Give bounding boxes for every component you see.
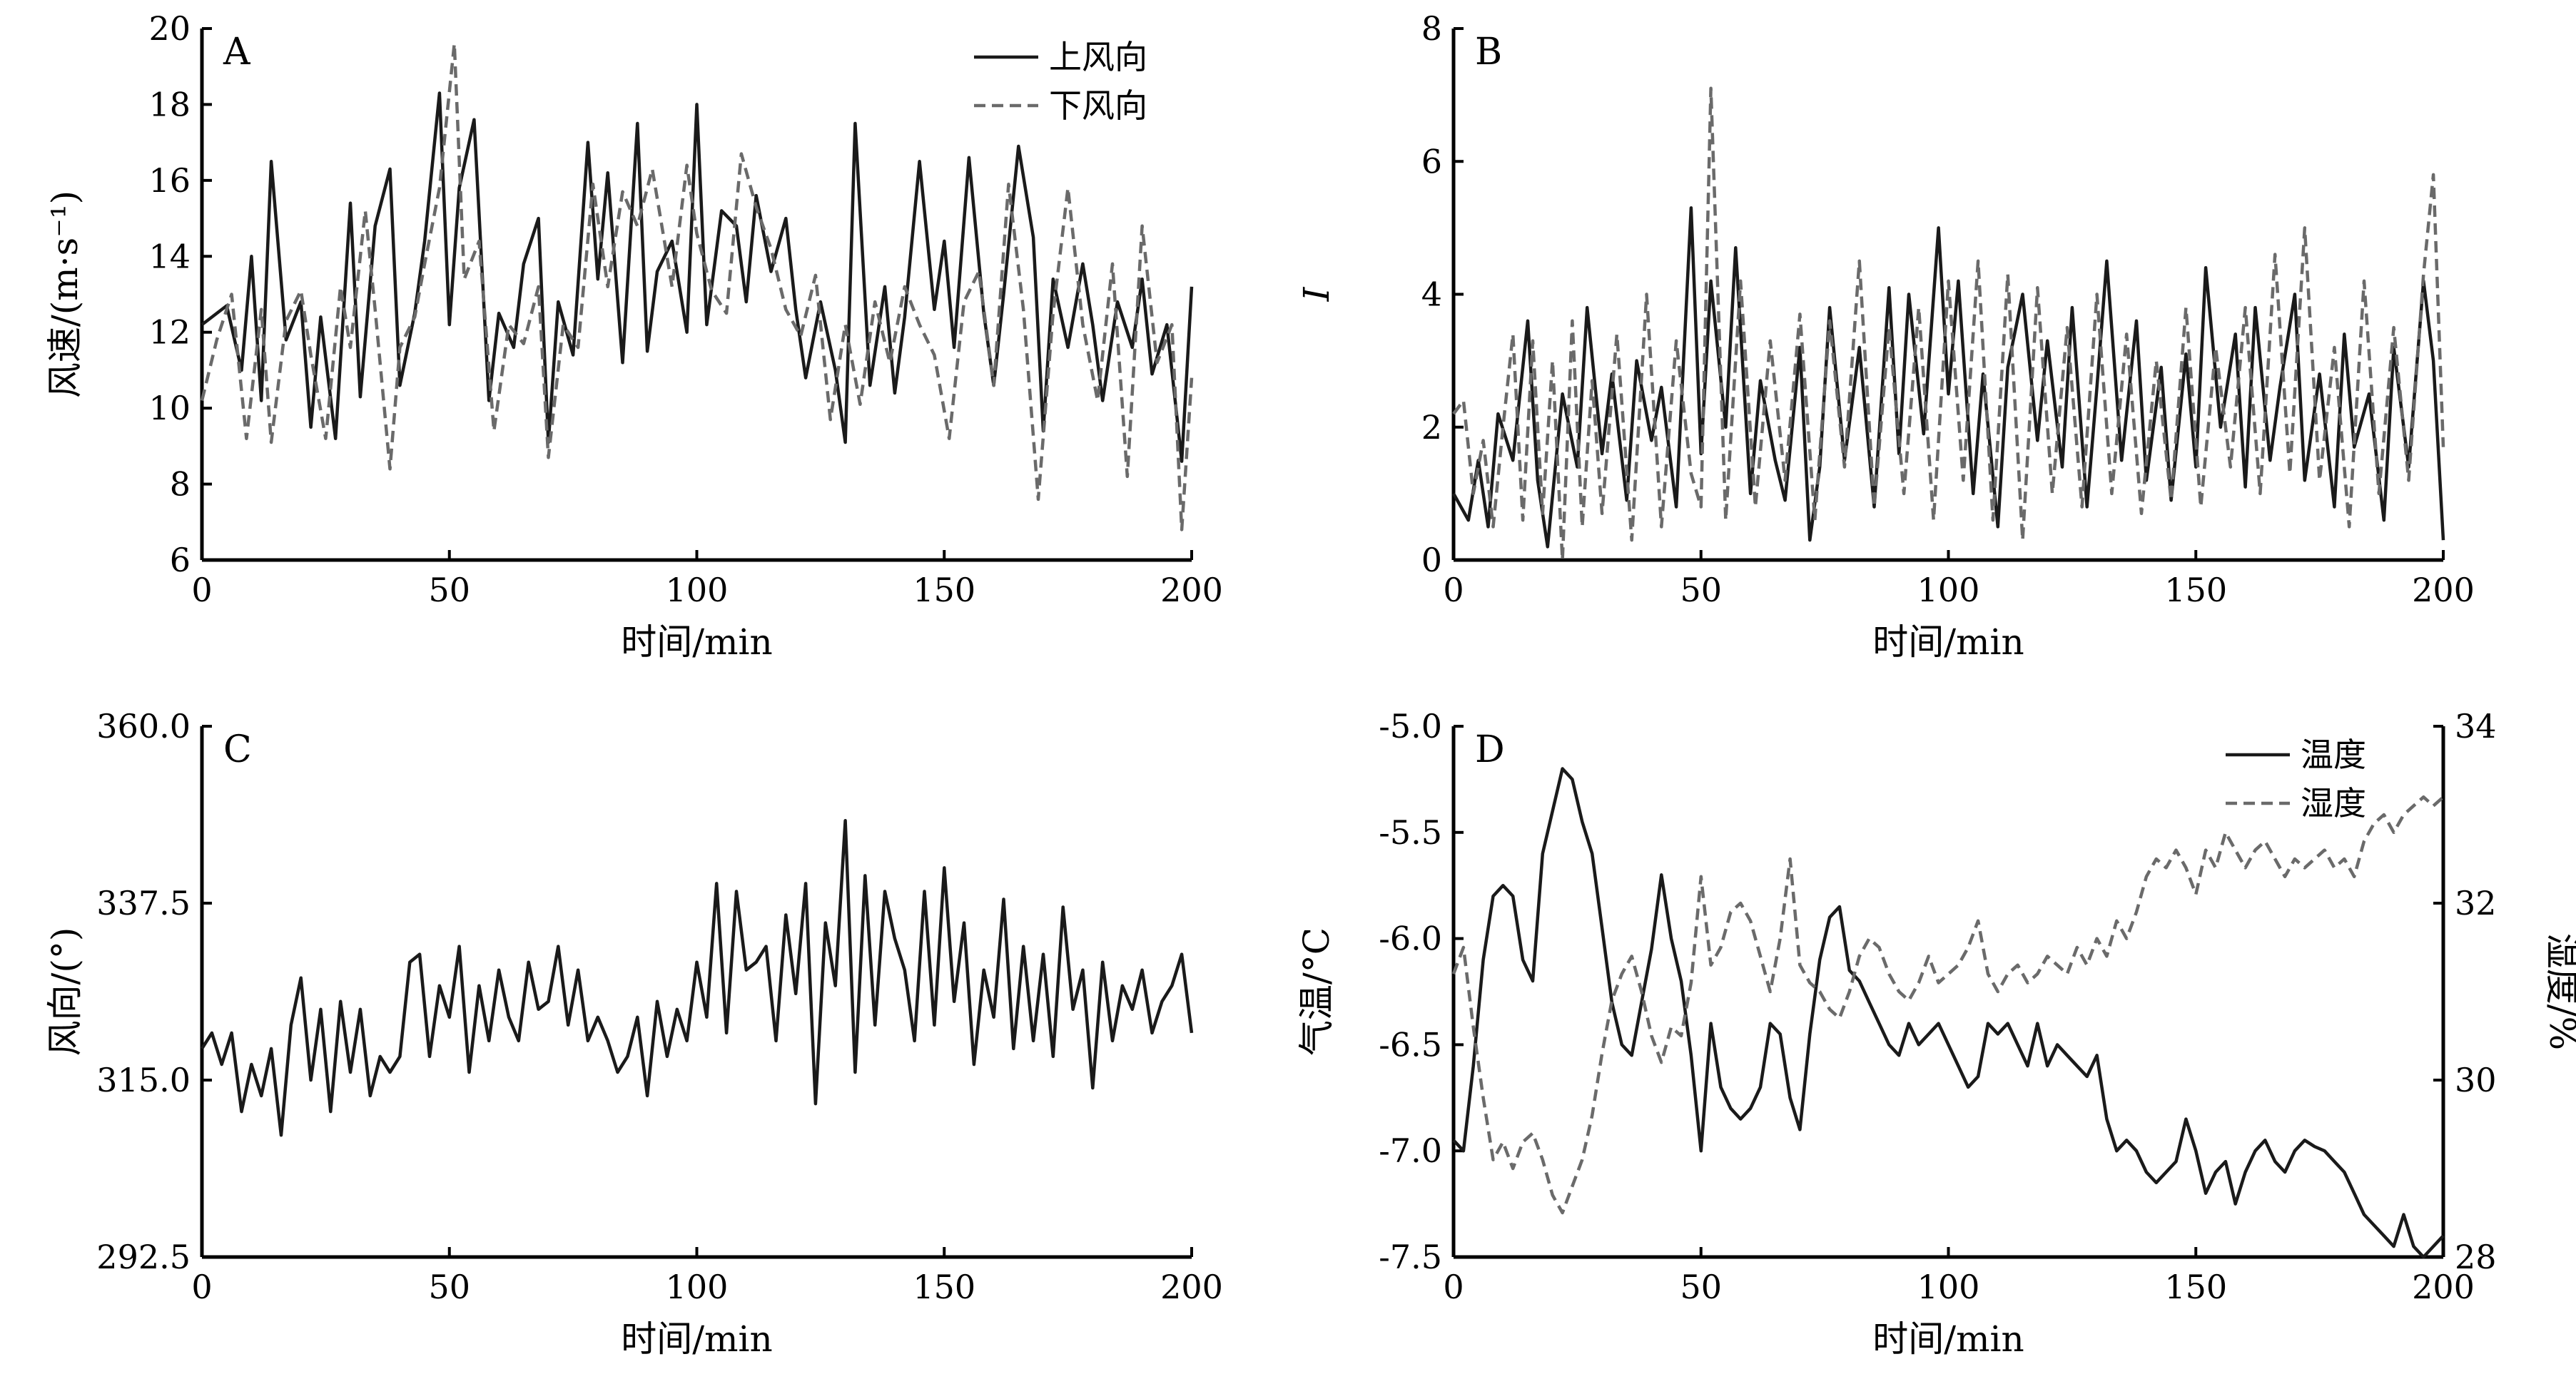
panel-d-x-axis-title: 时间/min	[1872, 1318, 2024, 1360]
panel-c-x-tick-label: 0	[191, 1268, 212, 1306]
panel-b-y-tick-label: 4	[1421, 275, 1442, 314]
panel-b-y-tick-label: 6	[1421, 142, 1442, 180]
panel-a-y-tick-label: 20	[148, 9, 191, 48]
panel-d-y-axis-title-right: 湿度/%	[2542, 933, 2576, 1050]
panel-a: 0 50 100 150 200 6 8 10 12 14 16 18 20 时间/min 风速/(m·s⁻…	[44, 9, 1223, 663]
panel-c-x-tick-label: 50	[428, 1268, 470, 1306]
panel-c-y-tick-label: 360.0	[96, 707, 191, 746]
panel-d-series-solid-line	[1452, 767, 2445, 1259]
panel-d-y-tick-label: -5.0	[1379, 707, 1442, 746]
panel-b-y-tick-label: 8	[1421, 9, 1442, 48]
panel-b-x-tick-label: 150	[2164, 571, 2227, 609]
panel-b-label: B	[1475, 31, 1502, 73]
panel-b-y-axis-title: I	[1296, 286, 1337, 302]
panel-a-y-tick-label: 14	[148, 237, 191, 275]
panel-a-x-tick-label: 50	[428, 571, 470, 609]
panel-a-y-axis-title: 风速/(m·s⁻¹)	[44, 190, 86, 398]
panel-c-y-axis-title: 风向/(°)	[44, 927, 86, 1057]
panel-d-series-dashed-line	[1451, 795, 2445, 1215]
panel-a-x-tick-label: 200	[1160, 571, 1223, 609]
panel-a-y-tick-label: 8	[170, 465, 191, 504]
panel-d-legend-label: 温度	[2301, 736, 2366, 774]
panel-a-x-tick-label: 100	[666, 571, 729, 609]
panel-d-label: D	[1475, 728, 1505, 771]
panel-d-x-tick-label: 50	[1680, 1268, 1722, 1306]
panel-d-y-right-tick-label: 30	[2455, 1061, 2497, 1099]
panel-b-y-tick-label: 2	[1421, 408, 1442, 447]
panel-d-y-tick-label: -7.0	[1379, 1131, 1442, 1170]
panel-b-x-tick-label: 100	[1917, 571, 1980, 609]
panel-b-series-solid-line	[1452, 206, 2445, 549]
panel-d-x-tick-label: 0	[1443, 1268, 1464, 1306]
panel-b-series-dashed-line	[1452, 86, 2445, 562]
panel-d-x-tick-label: 100	[1917, 1268, 1980, 1306]
panel-a-legend-label: 下风向	[1049, 86, 1147, 125]
panel-d-legend-label: 湿度	[2301, 784, 2366, 823]
panel-a-y-tick-label: 12	[148, 313, 191, 352]
panel-d-y-right-tick-label: 28	[2455, 1238, 2497, 1276]
panel-a-y-tick-label: 6	[170, 541, 191, 579]
panel-b-x-tick-label: 50	[1680, 571, 1722, 609]
panel-c-label: C	[223, 728, 252, 771]
panel-a-x-tick-label: 0	[191, 571, 212, 609]
panel-a-y-tick-label: 16	[148, 161, 191, 200]
panel-c-series-solid-line	[201, 819, 1194, 1137]
panel-b-y-tick-label: 0	[1421, 541, 1442, 579]
panel-d: 0 50 100 150 200 -7.5 -7.0 -6.5 -6.0 -5.5 -5.0 28 30…	[1296, 707, 2576, 1360]
panel-a-x-tick-label: 150	[913, 571, 975, 609]
panel-d-y-right-tick-label: 32	[2455, 884, 2497, 922]
panel-c-x-axis-title: 时间/min	[621, 1318, 772, 1360]
panel-c-y-tick-label: 292.5	[96, 1238, 191, 1276]
panel-d-y-tick-label: -5.5	[1379, 813, 1442, 852]
panel-a-x-axis-title: 时间/min	[621, 621, 772, 663]
panel-b-x-tick-label: 200	[2412, 571, 2475, 609]
panel-d-y-right-tick-label: 34	[2455, 707, 2497, 746]
panel-a-y-tick-label: 18	[148, 85, 191, 123]
panel-c-x-tick-label: 200	[1160, 1268, 1223, 1306]
panel-d-y-tick-label: -6.5	[1379, 1025, 1442, 1064]
panel-c-y-tick-label: 337.5	[96, 884, 191, 922]
panel-a-y-tick-label: 10	[148, 389, 191, 427]
panel-d-y-tick-label: -7.5	[1379, 1238, 1442, 1276]
panel-b: 0 50 100 150 200 0 2 4 6 8 时间/min I B	[1296, 9, 2475, 663]
panel-d-y-axis-title: 气温/°C	[1296, 927, 1337, 1056]
panel-a-label: A	[223, 31, 251, 73]
panel-b-x-tick-label: 0	[1443, 571, 1464, 609]
panel-a-series-solid-line	[201, 91, 1194, 463]
panel-a-series-dashed-line	[200, 42, 1194, 531]
panel-d-y-tick-label: -6.0	[1379, 920, 1442, 958]
panel-a-legend-label: 上风向	[1049, 38, 1147, 76]
panel-c-x-tick-label: 150	[913, 1268, 975, 1306]
panel-c: 0 50 100 150 200 292.5 315.0 337.5 360.0 时间/min 风向…	[44, 707, 1223, 1360]
panel-c-y-tick-label: 315.0	[96, 1061, 191, 1099]
panel-d-x-tick-label: 200	[2412, 1268, 2475, 1306]
panel-b-x-axis-title: 时间/min	[1872, 621, 2024, 663]
panel-d-x-tick-label: 150	[2164, 1268, 2227, 1306]
panel-c-x-tick-label: 100	[666, 1268, 729, 1306]
